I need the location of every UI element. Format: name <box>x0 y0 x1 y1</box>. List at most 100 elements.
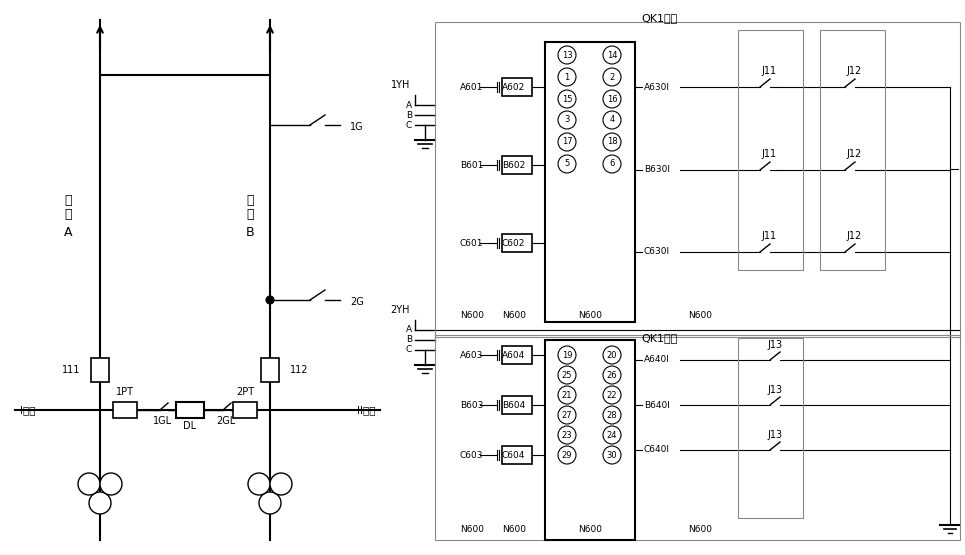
Text: A602: A602 <box>502 83 525 92</box>
Text: N600: N600 <box>688 310 712 320</box>
Text: QK1接点: QK1接点 <box>642 13 678 23</box>
Text: 25: 25 <box>562 371 572 380</box>
Bar <box>435 22 960 337</box>
Bar <box>502 156 532 174</box>
Text: 19: 19 <box>562 351 572 360</box>
Circle shape <box>266 296 274 304</box>
Text: C603: C603 <box>460 451 483 460</box>
Text: J13: J13 <box>767 385 783 395</box>
Text: N600: N600 <box>502 526 526 534</box>
Text: C: C <box>405 346 412 355</box>
Text: 21: 21 <box>562 391 572 400</box>
Circle shape <box>603 46 621 64</box>
Circle shape <box>558 46 576 64</box>
Circle shape <box>603 346 621 364</box>
Text: N600: N600 <box>460 310 484 320</box>
Text: 2PT: 2PT <box>235 387 254 397</box>
Text: 22: 22 <box>607 391 618 400</box>
Text: B630I: B630I <box>644 165 670 174</box>
Circle shape <box>558 446 576 464</box>
Text: A640I: A640I <box>644 356 670 365</box>
Text: C640I: C640I <box>644 446 670 455</box>
Text: II母线: II母线 <box>356 405 375 415</box>
Text: 23: 23 <box>562 431 572 440</box>
Text: 进: 进 <box>246 194 254 206</box>
Text: 1G: 1G <box>350 122 364 132</box>
Circle shape <box>558 90 576 108</box>
Text: 2G: 2G <box>350 297 364 307</box>
Text: B604: B604 <box>502 401 525 410</box>
Text: 112: 112 <box>290 365 309 375</box>
Text: 13: 13 <box>562 51 572 59</box>
Text: C602: C602 <box>502 239 525 248</box>
Circle shape <box>603 446 621 464</box>
Bar <box>545 42 635 322</box>
Text: I母线: I母线 <box>20 405 36 415</box>
Circle shape <box>603 155 621 173</box>
Text: 27: 27 <box>562 411 572 420</box>
Text: J12: J12 <box>846 66 862 76</box>
Text: 26: 26 <box>607 371 618 380</box>
Text: QK1接点: QK1接点 <box>642 333 678 343</box>
Text: J12: J12 <box>846 231 862 241</box>
Text: C604: C604 <box>502 451 525 460</box>
Bar <box>738 30 803 270</box>
Text: 2: 2 <box>609 73 615 82</box>
Bar <box>113 402 137 418</box>
Bar <box>91 358 109 382</box>
Text: 进: 进 <box>65 194 71 206</box>
Bar <box>435 335 960 540</box>
Circle shape <box>558 406 576 424</box>
Circle shape <box>89 492 111 514</box>
Circle shape <box>558 155 576 173</box>
Text: 3: 3 <box>565 115 569 124</box>
Circle shape <box>558 366 576 384</box>
Bar <box>502 78 532 96</box>
Text: 17: 17 <box>562 138 572 147</box>
Text: A: A <box>406 100 412 109</box>
Circle shape <box>558 346 576 364</box>
Bar <box>261 358 279 382</box>
Text: N600: N600 <box>578 526 602 534</box>
Text: 1YH: 1YH <box>391 80 410 90</box>
Text: B602: B602 <box>502 160 525 169</box>
Text: 20: 20 <box>607 351 618 360</box>
Text: N600: N600 <box>688 526 712 534</box>
Circle shape <box>558 386 576 404</box>
Text: A603: A603 <box>460 351 483 360</box>
Circle shape <box>259 492 281 514</box>
Text: B640I: B640I <box>644 401 670 410</box>
Text: 1GL: 1GL <box>153 416 173 426</box>
Circle shape <box>603 111 621 129</box>
Bar <box>502 446 532 464</box>
Circle shape <box>558 68 576 86</box>
Bar <box>820 30 885 270</box>
Circle shape <box>100 473 122 495</box>
Text: N600: N600 <box>578 310 602 320</box>
Circle shape <box>270 473 292 495</box>
Text: 24: 24 <box>607 431 618 440</box>
Circle shape <box>603 133 621 151</box>
Text: A604: A604 <box>502 351 525 360</box>
Circle shape <box>558 133 576 151</box>
Text: A: A <box>64 225 72 239</box>
Text: J12: J12 <box>846 149 862 159</box>
Text: 4: 4 <box>609 115 615 124</box>
Circle shape <box>603 386 621 404</box>
Text: 16: 16 <box>607 94 618 103</box>
Circle shape <box>558 111 576 129</box>
Text: 1PT: 1PT <box>116 387 134 397</box>
Text: 线: 线 <box>246 209 254 221</box>
Circle shape <box>78 473 100 495</box>
Text: A: A <box>406 325 412 335</box>
Bar <box>502 396 532 414</box>
Circle shape <box>603 68 621 86</box>
Text: 28: 28 <box>607 411 618 420</box>
Text: B: B <box>406 110 412 119</box>
Text: N600: N600 <box>502 310 526 320</box>
Text: 6: 6 <box>609 159 615 169</box>
Text: A601: A601 <box>460 83 483 92</box>
Text: DL: DL <box>183 421 197 431</box>
Circle shape <box>248 473 270 495</box>
Text: 1: 1 <box>565 73 569 82</box>
